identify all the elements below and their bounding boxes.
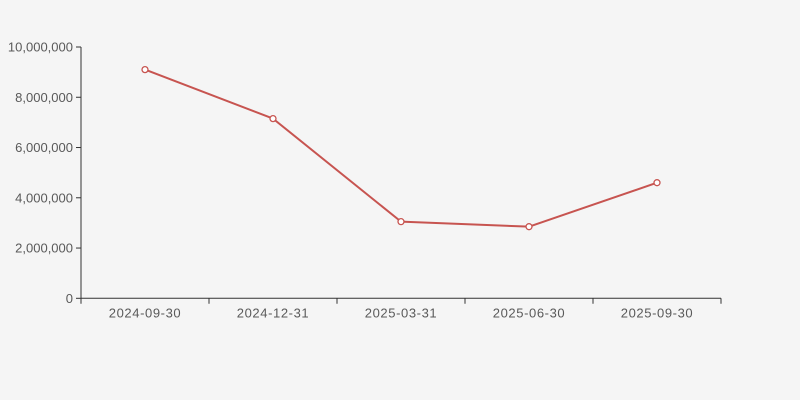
data-point-marker[interactable] [653, 179, 661, 187]
data-point-marker[interactable] [141, 65, 149, 74]
x-tick-label: 2025-09-30 [621, 305, 694, 320]
y-tick-label: 8,000,000 [15, 90, 73, 105]
y-tick-label: 4,000,000 [15, 190, 73, 205]
x-tick-label: 2025-03-31 [365, 305, 438, 320]
data-point-marker[interactable] [269, 114, 277, 123]
data-point-marker[interactable] [397, 218, 405, 226]
x-tick-label: 2024-09-30 [109, 305, 182, 320]
y-tick-label: 2,000,000 [15, 241, 73, 256]
data-point-marker[interactable] [525, 223, 533, 231]
y-tick-label: 0 [66, 291, 73, 306]
x-tick-label: 2025-06-30 [493, 305, 566, 320]
y-tick-label: 10,000,000 [8, 40, 73, 55]
x-tick-label: 2024-12-31 [237, 305, 310, 320]
y-tick-label: 6,000,000 [15, 140, 73, 155]
